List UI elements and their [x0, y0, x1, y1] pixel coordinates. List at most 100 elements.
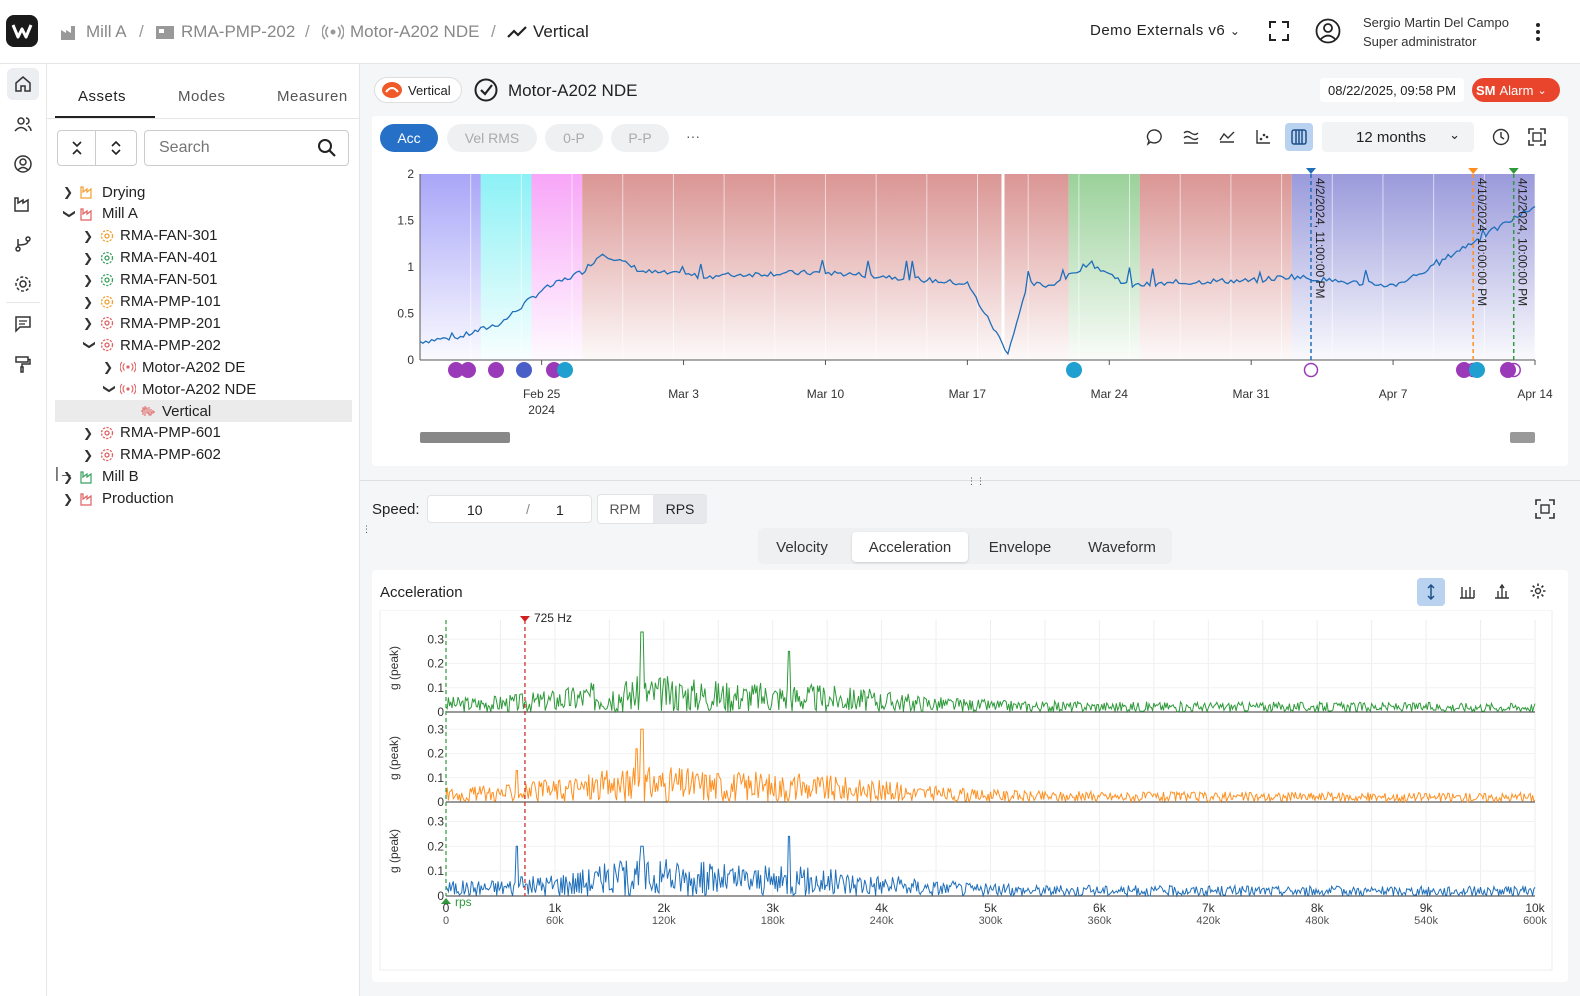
splitter-handle-icon[interactable]: ⋮ — [362, 524, 371, 534]
branch-icon[interactable] — [7, 228, 39, 260]
sidebands-icon[interactable] — [1489, 578, 1515, 604]
chevron-right-icon[interactable]: ❯ — [82, 250, 94, 265]
tree-item[interactable]: ❯ Production — [61, 488, 174, 510]
breadcrumb-mill[interactable]: Mill A — [60, 22, 127, 42]
fullscreen-icon[interactable] — [1534, 498, 1556, 525]
speed-field[interactable]: 10 / 1 — [427, 495, 592, 523]
fullscreen-icon[interactable] — [1268, 20, 1290, 47]
tab-modes[interactable]: Modes — [178, 88, 226, 105]
app-logo[interactable] — [6, 15, 38, 47]
machine-icon — [156, 26, 174, 39]
pill-acc[interactable]: Acc — [380, 124, 438, 152]
x-tick-label: 5k — [984, 901, 998, 915]
marker-label: 4/12/2024, 10:00:00 PM — [1516, 178, 1530, 306]
y-tick-label: 0.2 — [427, 657, 444, 671]
chevron-right-icon[interactable]: ❯ — [62, 469, 74, 484]
tree-item[interactable]: ❯ RMA-PMP-101 — [81, 291, 221, 313]
collapse-all-icon[interactable] — [67, 138, 87, 163]
paint-roller-icon[interactable] — [7, 348, 39, 380]
chevron-right-icon[interactable]: ❯ — [82, 294, 94, 309]
chevron-down-icon[interactable]: ❮ — [81, 340, 95, 351]
chevron-right-icon[interactable]: ❯ — [102, 360, 114, 375]
chevron-right-icon[interactable]: ❯ — [82, 228, 94, 243]
profile-icon[interactable] — [7, 148, 39, 180]
tree-item[interactable]: ❯ RMA-FAN-501 — [81, 269, 218, 291]
check-circle-icon — [474, 78, 498, 107]
y-axis-label: g (peak) — [387, 736, 401, 780]
chevron-right-icon[interactable]: ❯ — [82, 425, 94, 440]
spectrum-chart[interactable]: 0 0.1 0.2 0.3 g (peak) 0 0.1 0.2 0.3 g (peak) 0 0.1… — [372, 610, 1568, 980]
tree-item[interactable]: ❮ Mill A — [61, 203, 138, 225]
chevron-down-icon[interactable]: ❮ — [61, 208, 75, 219]
trend-chart[interactable]: 0 0.5 1 1.5 2 Feb 25 2024 Mar 3 Mar 10 Mar 17 Mar … — [372, 166, 1568, 466]
tab-assets[interactable]: Assets — [78, 88, 127, 105]
tab-waveform[interactable]: Waveform — [1088, 538, 1156, 556]
tree-item[interactable]: ❯ Motor-A202 DE — [101, 356, 245, 378]
chevron-down-icon[interactable]: ❮ — [101, 384, 115, 395]
users-icon[interactable] — [7, 108, 39, 140]
smooth-icon[interactable] — [1178, 124, 1204, 150]
speed-ratio[interactable]: 1 — [556, 502, 564, 518]
scatter-icon[interactable] — [1250, 124, 1276, 150]
drag-handle-icon[interactable]: |→ — [55, 465, 74, 482]
chat-icon[interactable] — [7, 308, 39, 340]
y-tick-label: 1.5 — [397, 214, 414, 228]
kebab-menu-icon[interactable] — [1532, 20, 1544, 49]
tree-item[interactable]: Vertical — [121, 400, 211, 422]
chevron-right-icon[interactable]: ❯ — [82, 272, 94, 287]
settings-icon[interactable] — [7, 268, 39, 300]
chevron-right-icon[interactable]: ❯ — [82, 447, 94, 462]
event-icon — [546, 362, 562, 378]
comment-icon[interactable] — [1142, 124, 1168, 150]
chevron-right-icon[interactable]: ❯ — [82, 316, 94, 331]
chevron-right-icon[interactable]: ❯ — [62, 185, 74, 199]
home-icon[interactable] — [7, 68, 39, 100]
tree-item[interactable]: ❯ Mill B — [61, 466, 139, 488]
expand-all-icon[interactable] — [106, 138, 126, 163]
panel-title: Acceleration — [380, 584, 463, 601]
tree-item[interactable]: ❯ RMA-PMP-602 — [81, 444, 221, 466]
y-tick-label: 0.1 — [427, 681, 444, 695]
bands-toggle-icon[interactable] — [1285, 123, 1313, 151]
search-icon[interactable] — [317, 138, 337, 163]
tab-measurements[interactable]: Measuren — [277, 88, 348, 105]
x-tick-label-secondary: 0 — [443, 915, 449, 927]
cursor-mode-icon[interactable] — [1417, 578, 1445, 606]
factory-icon[interactable] — [7, 188, 39, 220]
chevron-right-icon[interactable]: ❯ — [62, 491, 74, 506]
tab-acceleration[interactable]: Acceleration — [852, 532, 968, 562]
tree-item[interactable]: ❯ RMA-PMP-601 — [81, 422, 221, 444]
unit-rps[interactable]: RPS — [653, 495, 707, 523]
spectrum-series-line — [445, 728, 1536, 804]
gear-icon[interactable] — [1525, 578, 1551, 604]
tree-item[interactable]: ❮ RMA-PMP-202 — [81, 334, 221, 356]
tab-envelope[interactable]: Envelope — [988, 538, 1052, 556]
tree-item[interactable]: ❯ RMA-FAN-401 — [81, 247, 218, 269]
search-input[interactable] — [144, 130, 349, 166]
tree-item[interactable]: ❯ Drying — [61, 181, 145, 203]
x-tick-label-secondary: 600k — [1523, 915, 1547, 927]
tree-item[interactable]: ❯ RMA-PMP-201 — [81, 312, 221, 334]
more-button[interactable]: ··· — [686, 128, 700, 144]
breadcrumb-machine[interactable]: RMA-PMP-202 — [155, 22, 295, 42]
splitter-handle-icon[interactable]: ⋮⋮ — [967, 476, 985, 486]
avatar[interactable] — [1315, 18, 1341, 49]
tree-item[interactable]: ❮ Motor-A202 NDE — [101, 378, 256, 400]
fullscreen-icon[interactable] — [1524, 124, 1550, 150]
tab-velocity[interactable]: Velocity — [776, 538, 828, 556]
speed-label: Speed: — [372, 501, 420, 518]
history-icon[interactable] — [1488, 124, 1514, 150]
range-selector[interactable]: 12 months ⌄ — [1322, 122, 1474, 152]
breadcrumb-sensor[interactable]: Motor-A202 NDE — [322, 22, 479, 42]
alarm-badge[interactable]: SM Alarm ⌄ — [1472, 78, 1560, 102]
pill-p-p[interactable]: P-P — [611, 124, 669, 152]
pill-vel-rms[interactable]: Vel RMS — [447, 124, 537, 152]
tree-item[interactable]: ❯ RMA-FAN-301 — [81, 225, 218, 247]
tree-item-label: RMA-PMP-101 — [120, 293, 221, 310]
baseline-icon[interactable] — [1214, 124, 1240, 150]
project-selector[interactable]: Demo Externals v6 ⌄ — [1090, 22, 1240, 39]
harmonics-icon[interactable] — [1454, 578, 1480, 604]
speed-value[interactable]: 10 — [467, 502, 483, 518]
pill-0-p[interactable]: 0-P — [545, 124, 603, 152]
unit-rpm[interactable]: RPM — [609, 501, 641, 517]
